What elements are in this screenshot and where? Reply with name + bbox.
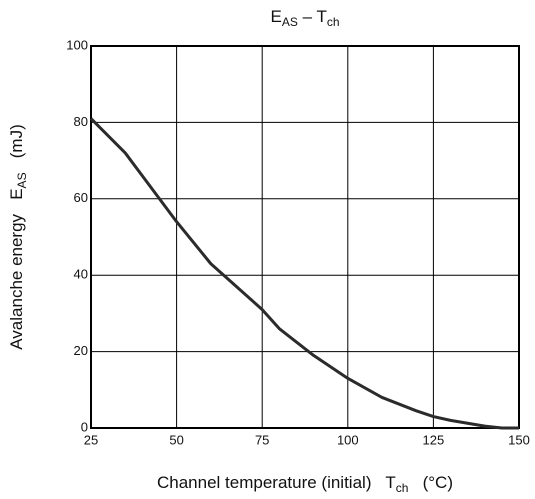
- y-tick-label: 40: [74, 267, 88, 282]
- x-tick-label: 75: [255, 432, 269, 447]
- subscript: AS: [282, 15, 298, 29]
- label-text: E: [270, 7, 281, 26]
- x-axis-label: Channel temperature (initial) Tch (°C): [157, 473, 453, 495]
- y-axis-label: Avalanche energy EAS (mJ): [7, 124, 29, 349]
- plot-frame: [90, 45, 520, 429]
- y-tick-label: 80: [74, 114, 88, 129]
- subscript: ch: [396, 481, 409, 495]
- subscript: ch: [327, 15, 340, 29]
- subscript: AS: [15, 172, 29, 188]
- y-tick-label: 60: [74, 190, 88, 205]
- label-text: (°C): [408, 473, 453, 492]
- label-text: (mJ): [7, 124, 26, 172]
- x-tick-label: 100: [337, 432, 359, 447]
- y-tick-label: 100: [66, 37, 88, 52]
- x-tick-label: 25: [84, 432, 98, 447]
- chart-title: EAS – Tch: [270, 7, 339, 29]
- x-tick-label: 150: [508, 432, 530, 447]
- y-tick-label: 20: [74, 343, 88, 358]
- x-tick-label: 50: [169, 432, 183, 447]
- label-text: – T: [298, 7, 327, 26]
- x-tick-label: 125: [423, 432, 445, 447]
- label-text: Channel temperature (initial) T: [157, 473, 396, 492]
- y-tick-label: 0: [81, 419, 88, 434]
- label-text: Avalanche energy E: [7, 188, 26, 349]
- data-line: [89, 117, 519, 430]
